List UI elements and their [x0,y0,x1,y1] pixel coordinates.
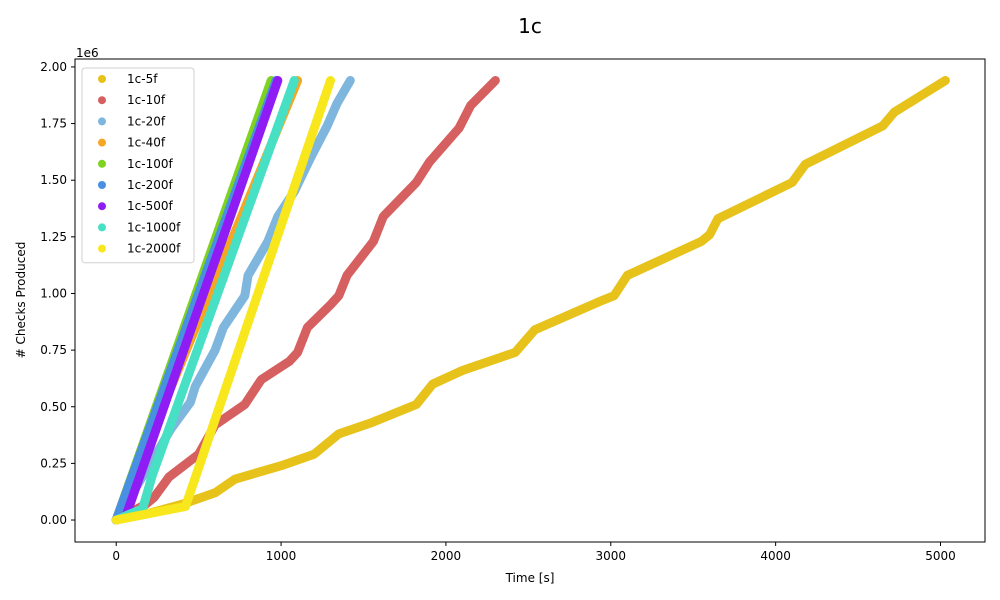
legend-label: 1c-10f [127,93,166,107]
legend-marker [98,138,106,147]
legend-marker [98,117,106,126]
legend-marker [98,223,106,232]
legend-label: 1c-5f [127,72,158,86]
x-tick-label: 0 [112,549,120,563]
y-tick-label: 1.50 [40,173,67,187]
legend-marker [98,75,106,83]
x-tick-label: 3000 [596,549,627,563]
legend-label: 1c-100f [127,157,173,171]
y-axis: 0.00 0.25 0.50 0.75 1.00 1.25 1.50 1.75 2.00 [40,60,75,527]
legend-label: 1c-2000f [127,242,181,256]
legend-label: 1c-500f [127,199,173,213]
series-1c-10f [111,76,500,525]
x-tick-label: 4000 [760,549,791,563]
x-axis: 0 1000 2000 3000 4000 5000 [112,542,956,563]
y-offset-label: 1e6 [76,46,99,60]
y-tick-label: 0.50 [40,400,67,414]
y-tick-label: 0.25 [40,456,67,470]
plot-frame [74,58,986,543]
series-1c-2000f [111,76,335,525]
y-tick-label: 0.75 [40,343,67,357]
y-tick-label: 1.75 [40,117,67,131]
legend-box [81,67,195,264]
legend-marker [98,244,106,253]
chart-title: 1c [518,14,542,38]
legend-marker [98,159,106,168]
legend-marker [98,96,106,105]
legend-label: 1c-40f [127,136,166,150]
legend-label: 1c-200f [127,178,173,192]
y-tick-label: 2.00 [40,60,67,74]
series-layer [111,76,950,525]
legend-label: 1c-1000f [127,220,181,234]
legend-marker [98,181,106,189]
x-tick-label: 5000 [925,549,956,563]
y-tick-label: 0.00 [40,513,67,527]
legend-label: 1c-20f [127,114,166,128]
legend-marker [98,202,106,211]
y-axis-label: # Checks Produced [14,242,28,359]
y-tick-label: 1.00 [40,286,67,300]
series-1c-5f [111,76,950,525]
x-axis-label: Time [s] [505,571,555,585]
x-tick-label: 2000 [431,549,462,563]
legend: 1c-5f 1c-10f 1c-20f 1c-40f 1c-100f 1c-200f 1c-… [81,67,195,264]
y-tick-label: 1.25 [40,230,67,244]
x-tick-label: 1000 [266,549,297,563]
